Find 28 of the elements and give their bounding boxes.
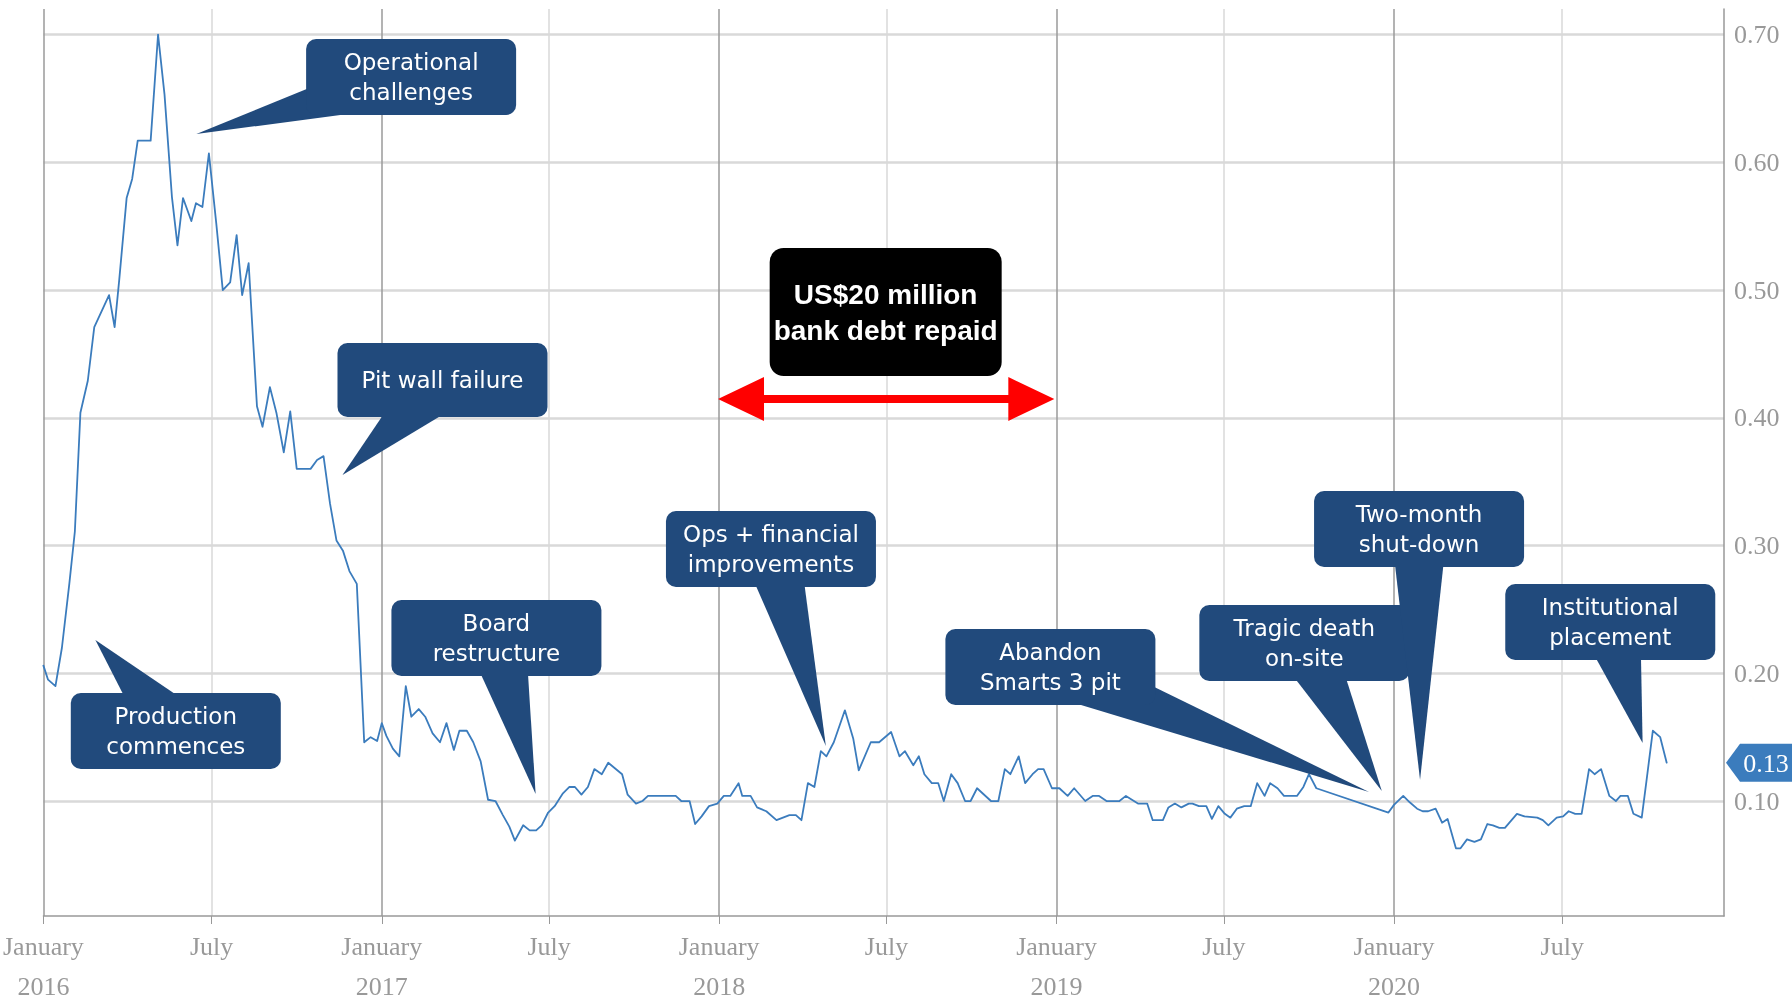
- annotation: Operational challenges: [343, 49, 479, 105]
- x-tick-label: July: [527, 931, 571, 961]
- y-tick-label: 0.60: [1734, 147, 1780, 177]
- x-tick-label: July: [864, 931, 909, 961]
- annotation: Board restructure: [432, 610, 561, 666]
- annotation: Tragic death on-site: [1232, 615, 1376, 671]
- x-tick-label: January 2019: [1016, 931, 1098, 1001]
- x-tick-label: January 2020: [1353, 931, 1435, 1001]
- x-tick-label: January 2016: [3, 931, 84, 1001]
- x-tick-label: January 2018: [678, 931, 760, 1001]
- y-tick-label: 0.40: [1734, 403, 1780, 433]
- y-tick-label: 0.20: [1734, 658, 1780, 688]
- y-tick-label: 0.50: [1734, 275, 1780, 305]
- x-tick-label: January 2017: [341, 931, 423, 1001]
- y-tick-label: 0.30: [1734, 531, 1780, 561]
- annotation: Abandon Smarts 3 pit: [979, 639, 1121, 695]
- x-tick-label: July: [1540, 931, 1584, 961]
- annotation: Institutional placement: [1541, 594, 1679, 650]
- annotation: 0.13: [1743, 748, 1789, 778]
- annotation: Two-month shut-down: [1354, 501, 1483, 557]
- annotation: Ops + financial improvements: [683, 521, 859, 577]
- annotation: Pit wall failure: [361, 367, 524, 394]
- x-tick-label: July: [1202, 931, 1246, 961]
- annotation: Production commences: [106, 703, 246, 759]
- x-tick-label: July: [190, 931, 234, 961]
- y-tick-label: 0.70: [1734, 20, 1780, 50]
- annotation: US$20 million bank debt repaid: [773, 278, 998, 346]
- y-tick-label: 0.10: [1734, 786, 1780, 816]
